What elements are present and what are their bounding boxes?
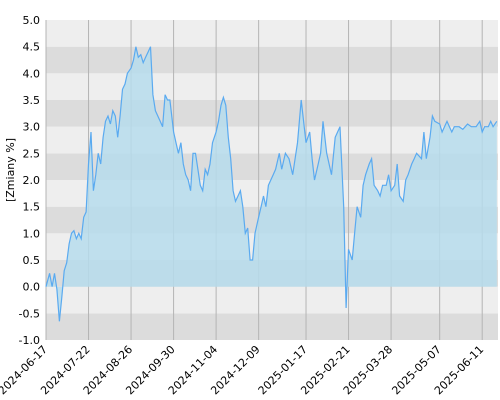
grid-band bbox=[46, 73, 498, 100]
y-tick-label: 3.5 bbox=[23, 94, 41, 107]
grid-band bbox=[46, 20, 498, 47]
y-tick-label: -0.5 bbox=[19, 307, 40, 320]
y-axis-label: [Zmiany %] bbox=[4, 138, 17, 202]
series-line bbox=[45, 46, 498, 322]
y-tick-label: 0.5 bbox=[23, 254, 41, 267]
y-tick-label: 4.0 bbox=[23, 67, 41, 80]
y-tick-label: 1.0 bbox=[23, 227, 41, 240]
y-axis-ticks: -1.0 -0.5 0.0 0.5 1.0 1.5 2.0 2.5 3.0 3.5 4.0 4.5 5.… bbox=[19, 14, 40, 347]
grid-band bbox=[46, 46, 498, 74]
y-tick-label: 0.0 bbox=[23, 281, 41, 294]
y-tick-label: 5.0 bbox=[23, 14, 41, 27]
y-tick-label: 2.5 bbox=[23, 147, 41, 160]
y-tick-label: 2.0 bbox=[23, 174, 41, 187]
y-tick-label: 3.0 bbox=[23, 121, 41, 134]
grid-band bbox=[46, 286, 498, 314]
y-tick-label: 4.5 bbox=[23, 41, 41, 54]
x-axis-ticks: 2024-06-172024-07-222024-08-262024-09-30… bbox=[0, 343, 486, 397]
grid-band bbox=[46, 313, 498, 340]
y-tick-label: -1.0 bbox=[19, 334, 40, 347]
y-tick-label: 1.5 bbox=[23, 201, 41, 214]
series-area bbox=[46, 46, 497, 322]
